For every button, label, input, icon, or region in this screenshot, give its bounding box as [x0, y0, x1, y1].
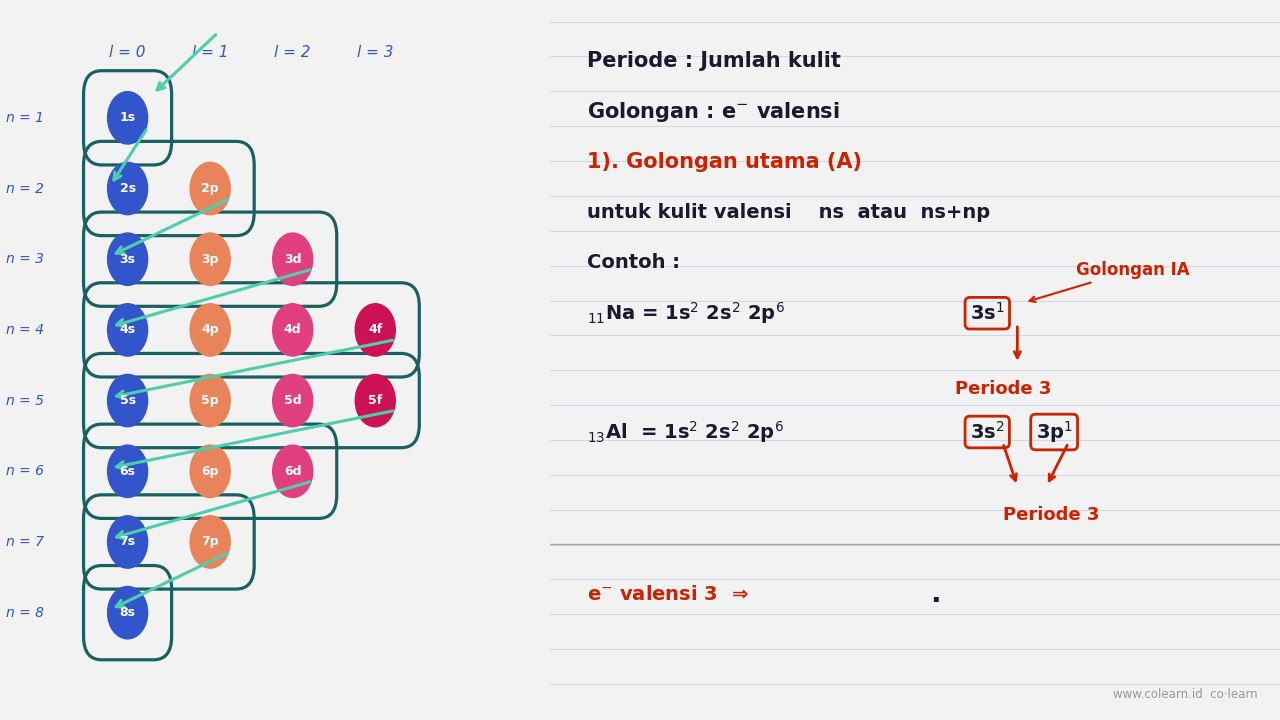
Text: 1). Golongan utama (A): 1). Golongan utama (A) — [586, 152, 861, 172]
Text: n = 2: n = 2 — [6, 181, 44, 196]
Circle shape — [108, 587, 147, 639]
Text: .: . — [929, 580, 941, 608]
Text: 8s: 8s — [119, 606, 136, 619]
Circle shape — [273, 233, 312, 285]
Circle shape — [108, 233, 147, 285]
Text: 7p: 7p — [201, 536, 219, 549]
Text: $_{11}$Na = 1s$^{2}$ 2s$^{2}$ 2p$^{6}$: $_{11}$Na = 1s$^{2}$ 2s$^{2}$ 2p$^{6}$ — [586, 300, 785, 326]
Circle shape — [108, 91, 147, 144]
Text: n = 7: n = 7 — [6, 535, 44, 549]
Text: n = 5: n = 5 — [6, 394, 44, 408]
Text: n = 8: n = 8 — [6, 606, 44, 620]
Text: n = 4: n = 4 — [6, 323, 44, 337]
Circle shape — [108, 445, 147, 498]
Text: 2s: 2s — [119, 182, 136, 195]
Text: e$^{-}$ valensi 3  ⇒: e$^{-}$ valensi 3 ⇒ — [586, 585, 749, 603]
Text: 3s$^{2}$: 3s$^{2}$ — [970, 421, 1005, 443]
Circle shape — [108, 374, 147, 427]
Circle shape — [356, 304, 396, 356]
Circle shape — [108, 162, 147, 215]
Text: 3d: 3d — [284, 253, 302, 266]
Circle shape — [191, 233, 230, 285]
Text: 4p: 4p — [201, 323, 219, 336]
Text: n = 6: n = 6 — [6, 464, 44, 478]
Text: l = 3: l = 3 — [357, 45, 393, 60]
Text: 3p$^{1}$: 3p$^{1}$ — [1036, 419, 1073, 445]
Text: 6d: 6d — [284, 465, 302, 478]
Text: 4s: 4s — [119, 323, 136, 336]
Text: l = 1: l = 1 — [192, 45, 228, 60]
Text: 6s: 6s — [119, 465, 136, 478]
Text: Golongan IA: Golongan IA — [1029, 261, 1189, 302]
Circle shape — [273, 304, 312, 356]
Text: Golongan : e$^{-}$ valensi: Golongan : e$^{-}$ valensi — [586, 99, 840, 124]
Text: n = 3: n = 3 — [6, 252, 44, 266]
Circle shape — [108, 304, 147, 356]
Text: n = 1: n = 1 — [6, 111, 44, 125]
Circle shape — [191, 374, 230, 427]
Text: $_{13}$Al  = 1s$^{2}$ 2s$^{2}$ 2p$^{6}$: $_{13}$Al = 1s$^{2}$ 2s$^{2}$ 2p$^{6}$ — [586, 419, 783, 445]
Text: 3p: 3p — [201, 253, 219, 266]
Circle shape — [191, 162, 230, 215]
Text: 5d: 5d — [284, 394, 302, 407]
Text: 4d: 4d — [284, 323, 302, 336]
Circle shape — [108, 516, 147, 568]
Text: Periode 3: Periode 3 — [955, 380, 1052, 397]
Text: 2p: 2p — [201, 182, 219, 195]
Text: 5f: 5f — [369, 394, 383, 407]
Text: 3s: 3s — [119, 253, 136, 266]
Text: untuk kulit valensi    ns  atau  ns+np: untuk kulit valensi ns atau ns+np — [586, 203, 989, 222]
Text: 3s$^{1}$: 3s$^{1}$ — [970, 302, 1005, 324]
Text: 5s: 5s — [119, 394, 136, 407]
Text: l = 0: l = 0 — [109, 45, 146, 60]
Text: Periode : Jumlah kulit: Periode : Jumlah kulit — [586, 51, 841, 71]
Text: 7s: 7s — [119, 536, 136, 549]
Text: Contoh :: Contoh : — [586, 253, 680, 272]
Text: www.colearn.id  co·learn: www.colearn.id co·learn — [1114, 688, 1258, 701]
Text: Periode 3: Periode 3 — [1002, 505, 1100, 524]
Circle shape — [191, 304, 230, 356]
Circle shape — [356, 374, 396, 427]
Text: 6p: 6p — [201, 465, 219, 478]
Text: 5p: 5p — [201, 394, 219, 407]
Text: 4f: 4f — [369, 323, 383, 336]
Text: l = 2: l = 2 — [274, 45, 311, 60]
Circle shape — [191, 516, 230, 568]
Circle shape — [273, 445, 312, 498]
Circle shape — [273, 374, 312, 427]
Text: 1s: 1s — [119, 112, 136, 125]
Circle shape — [191, 445, 230, 498]
